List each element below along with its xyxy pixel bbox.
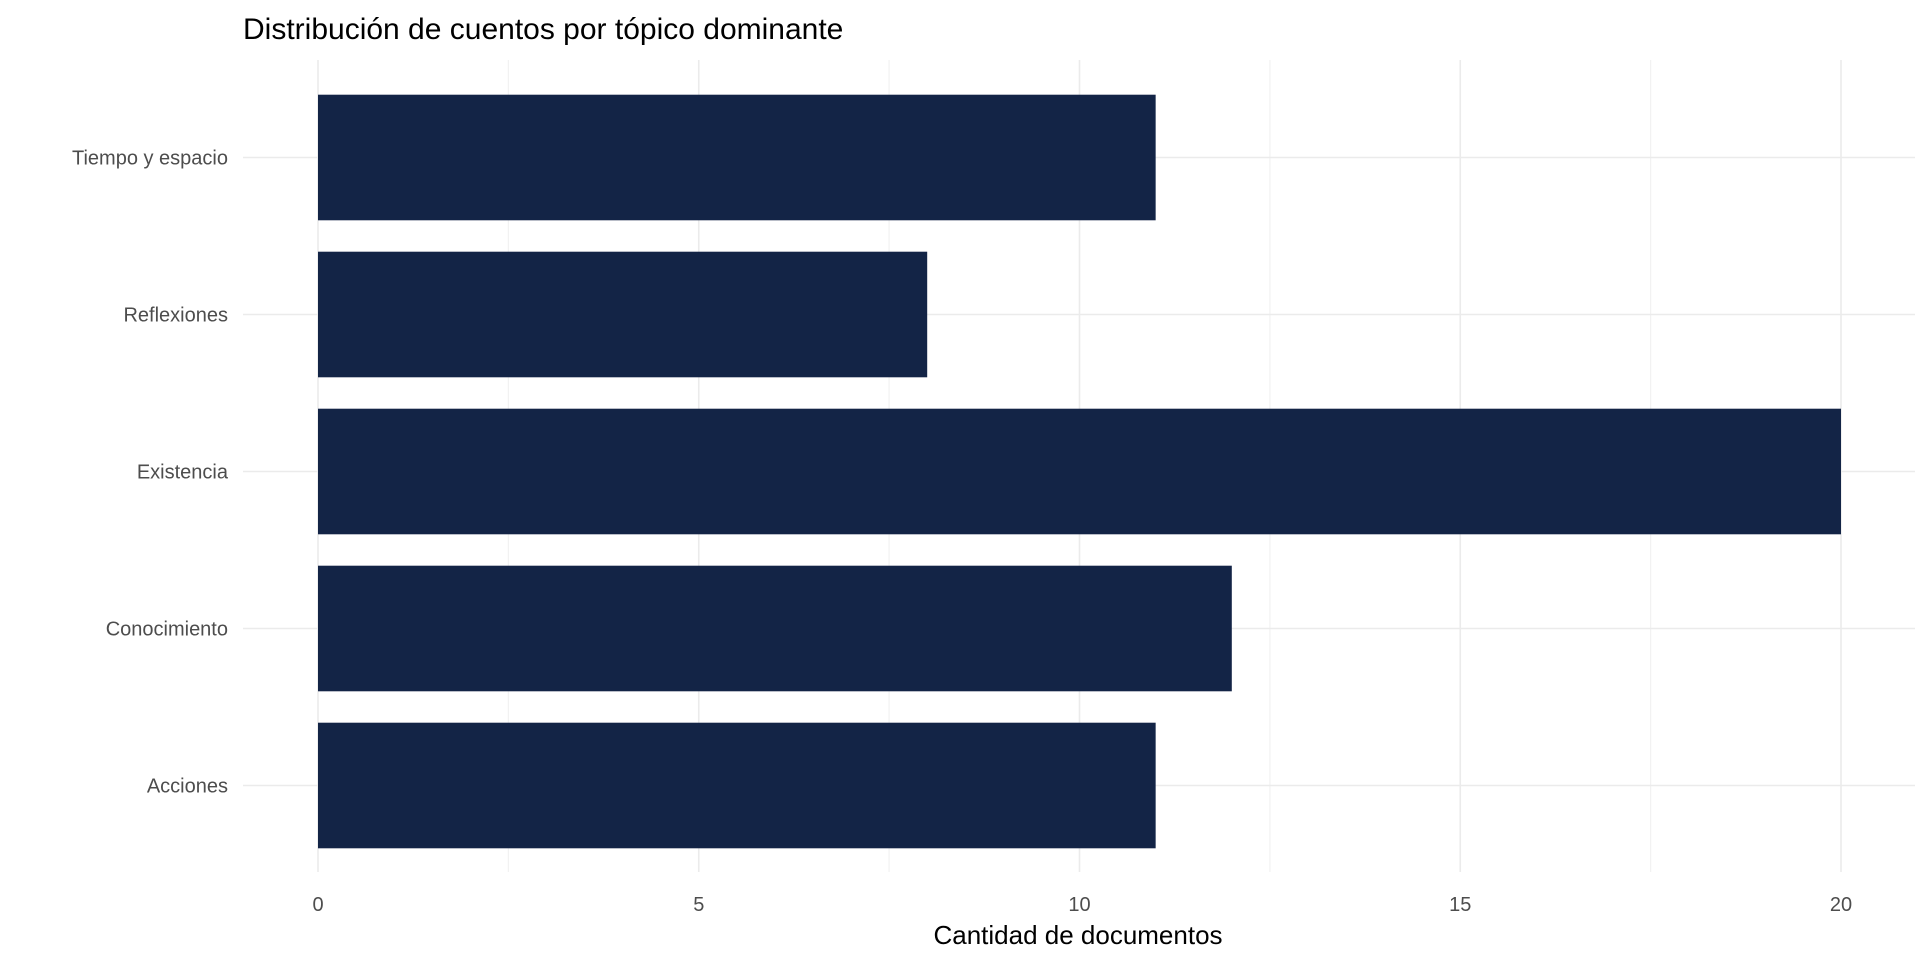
x-tick-label: 20 <box>1830 894 1852 916</box>
x-tick-label: 0 <box>312 894 323 916</box>
x-tick-label: 10 <box>1068 894 1090 916</box>
x-axis-label: Cantidad de documentos <box>933 920 1222 950</box>
bar <box>318 722 1156 849</box>
y-tick-label: Tiempo y espacio <box>72 148 228 170</box>
bars <box>318 94 1841 849</box>
x-tick-label: 5 <box>693 894 704 916</box>
bar <box>318 251 928 378</box>
bar <box>318 565 1232 692</box>
y-tick-label: Reflexiones <box>123 305 228 327</box>
bar <box>318 408 1841 535</box>
y-tick-labels: Acciones Conocimiento Existencia Reflexione… <box>72 148 229 798</box>
x-tick-labels: 0 5 10 15 20 <box>312 894 1852 916</box>
y-tick-label: Conocimiento <box>106 619 228 641</box>
bar <box>318 94 1156 221</box>
y-tick-label: Acciones <box>147 776 228 798</box>
y-tick-label: Existencia <box>137 462 229 484</box>
x-tick-label: 15 <box>1449 894 1471 916</box>
chart-title: Distribución de cuentos por tópico domin… <box>243 13 843 46</box>
